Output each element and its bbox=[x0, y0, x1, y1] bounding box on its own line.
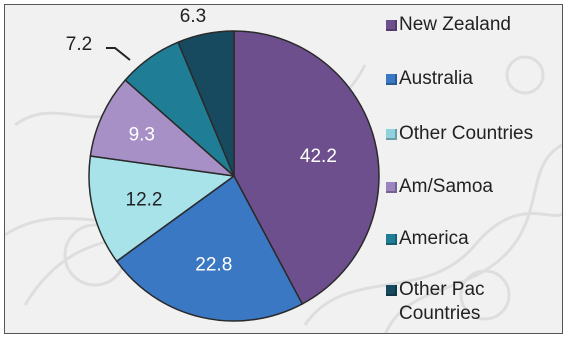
legend-item: Other Pac Countries bbox=[386, 278, 485, 326]
legend-swatch bbox=[386, 285, 397, 296]
chart-frame: 42.2 22.8 12.2 9.3 7.2 6.3 New Zealand Austral… bbox=[4, 4, 563, 334]
legend-item: Australia bbox=[386, 67, 473, 91]
legend-item: Other Countries bbox=[386, 122, 533, 146]
legend-label: Other Pac Countries bbox=[399, 279, 485, 324]
pie-slice-other-countries bbox=[88, 155, 235, 262]
data-label: 12.2 bbox=[126, 190, 163, 211]
data-label: 22.8 bbox=[195, 255, 232, 276]
legend-swatch bbox=[386, 74, 397, 85]
data-label: 9.3 bbox=[129, 125, 155, 146]
legend-swatch bbox=[386, 129, 397, 140]
pie-slice-other-pac-countries bbox=[177, 30, 235, 177]
pie-slice-new-zealand bbox=[233, 30, 380, 305]
legend-item: New Zealand bbox=[386, 13, 511, 37]
pie-slice-am-samoa bbox=[89, 79, 235, 177]
legend-label: Other Countries bbox=[399, 123, 534, 144]
legend-item: America bbox=[386, 227, 469, 251]
data-label: 42.2 bbox=[300, 146, 337, 167]
data-label: 6.3 bbox=[180, 6, 206, 27]
legend-swatch bbox=[386, 20, 397, 31]
legend-swatch bbox=[386, 182, 397, 193]
legend-item: Am/Samoa bbox=[386, 175, 493, 199]
leader-line bbox=[106, 47, 131, 61]
legend-label: America bbox=[399, 228, 469, 249]
legend-label: Am/Samoa bbox=[399, 176, 493, 197]
legend-swatch bbox=[386, 234, 397, 245]
legend-label: Australia bbox=[399, 68, 473, 89]
pie-chart: 42.2 22.8 12.2 9.3 7.2 6.3 bbox=[66, 6, 380, 322]
pie-slice-australia bbox=[115, 175, 303, 322]
legend-label: New Zealand bbox=[399, 14, 511, 35]
data-label: 7.2 bbox=[66, 34, 92, 55]
